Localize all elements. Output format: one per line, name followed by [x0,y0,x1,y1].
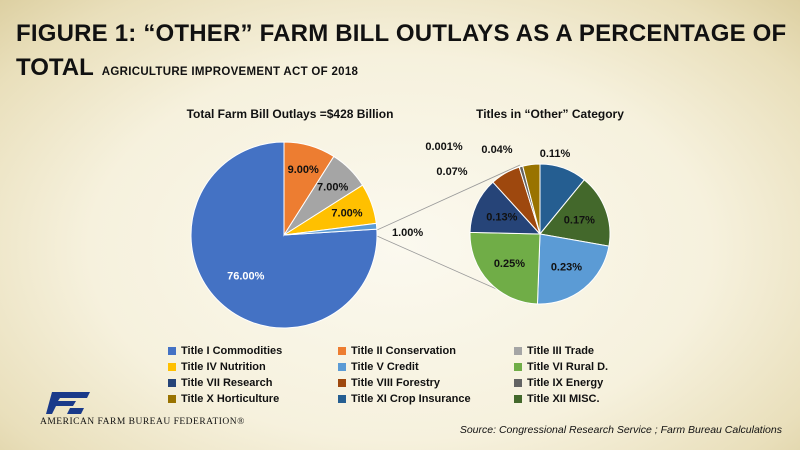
legend-item-title-ii-conservation: Title II Conservation [338,344,514,358]
legend-item-title-vii-research: Title VII Research [168,376,338,390]
data-label-title-ix-energy: 0.001% [425,141,463,153]
legend-swatch [514,395,522,403]
legend-swatch [338,363,346,371]
data-label-title-i-commodities: 76.00% [227,271,265,283]
chart-title-total: TOTAL [16,54,94,81]
legend-label: Title I Commodities [181,345,283,357]
legend-label: Title V Credit [351,361,419,373]
legend-swatch [168,347,176,355]
main-pie-title: Total Farm Bill Outlays =$428 Billion [187,107,394,121]
legend-swatch [168,379,176,387]
pie-slice-title-vii-research [469,181,542,235]
legend-item-title-x-horticulture: Title X Horticulture [168,392,338,406]
data-label-title-xi-crop-insurance: 0.11% [540,148,571,160]
legend-item-title-i-commodities: Title I Commodities [168,344,338,358]
source-note: Source: Congressional Research Service ;… [459,424,782,436]
data-label-title-vi-rural-d: 0.25% [494,258,525,270]
data-label-title-iii-trade: 7.00% [317,181,348,193]
legend-label: Title II Conservation [351,345,456,357]
data-label-title-viii-forestry: 0.07% [436,166,467,178]
legend-swatch [338,395,346,403]
legend-swatch [514,347,522,355]
legend-swatch [168,363,176,371]
chart-title-line1: FIGURE 1: “OTHER” FARM BILL OUTLAYS AS A… [16,20,787,47]
legend-swatch [514,363,522,371]
legend-label: Title III Trade [527,345,595,357]
legend-label: Title VII Research [181,377,273,389]
legend-item-title-iii-trade: Title III Trade [514,344,674,358]
legend-label: Title VIII Forestry [351,377,441,389]
pie-slice-other [283,222,378,236]
legend-label: Title XI Crop Insurance [351,393,471,405]
legend-item-title-ix-energy: Title IX Energy [514,376,674,390]
pie-slice-title-x-horticulture [522,163,541,235]
data-label-title-iv-nutrition: 7.00% [331,207,362,219]
pie-slice-title-i-commodities [190,141,378,329]
legend-label: Title XII MISC. [527,393,600,405]
legend-item-title-iv-nutrition: Title IV Nutrition [168,360,338,374]
detail-pie [469,163,611,305]
pie-slice-title-v-credit [536,233,610,305]
legend-swatch [338,347,346,355]
legend-label: Title X Horticulture [181,393,280,405]
legend-swatch [338,379,346,387]
pie-slice-title-xii-misc [539,179,611,247]
pie-slice-title-vi-rural-d [469,231,541,305]
legend-item-title-xii-misc: Title XII MISC. [514,392,674,406]
legend-swatch [514,379,522,387]
legend: Title I Commodities Title II Conservation… [168,344,674,406]
fb-logo-icon [46,392,90,414]
main-pie [190,141,378,329]
data-label-other: 1.00% [392,227,423,239]
data-labels: 76.00% 9.00% 7.00% 7.00% 1.00% 0.11% 0.17% 0.23… [227,141,595,283]
data-label-title-xii-misc: 0.17% [564,214,595,226]
legend-item-title-xi-crop-insurance: Title XI Crop Insurance [338,392,514,406]
data-label-title-vii-research: 0.13% [486,212,517,224]
legend-label: Title IX Energy [527,377,604,389]
data-label-title-v-credit: 0.23% [551,262,582,274]
detail-pie-title: Titles in “Other” Category [476,107,624,121]
legend-label: Title IV Nutrition [181,361,266,373]
connector-line-top [376,164,521,231]
legend-swatch [168,395,176,403]
legend-item-title-v-credit: Title V Credit [338,360,514,374]
legend-item-title-vi-rural-d: Title VI Rural D. [514,360,674,374]
chart-subtitle: AGRICULTURE IMPROVEMENT ACT OF 2018 [101,66,359,78]
data-label-title-x-horticulture: 0.04% [481,144,512,156]
data-label-title-ii-conservation: 9.00% [288,164,319,176]
afbf-logo-text: AMERICAN FARM BUREAU FEDERATION® [40,417,245,427]
afbf-logo: AMERICAN FARM BUREAU FEDERATION® [40,392,290,432]
legend-item-title-viii-forestry: Title VIII Forestry [338,376,514,390]
chart-title-line2: TOTAL AGRICULTURE IMPROVEMENT ACT OF 2018 [16,54,358,82]
legend-label: Title VI Rural D. [527,361,609,373]
